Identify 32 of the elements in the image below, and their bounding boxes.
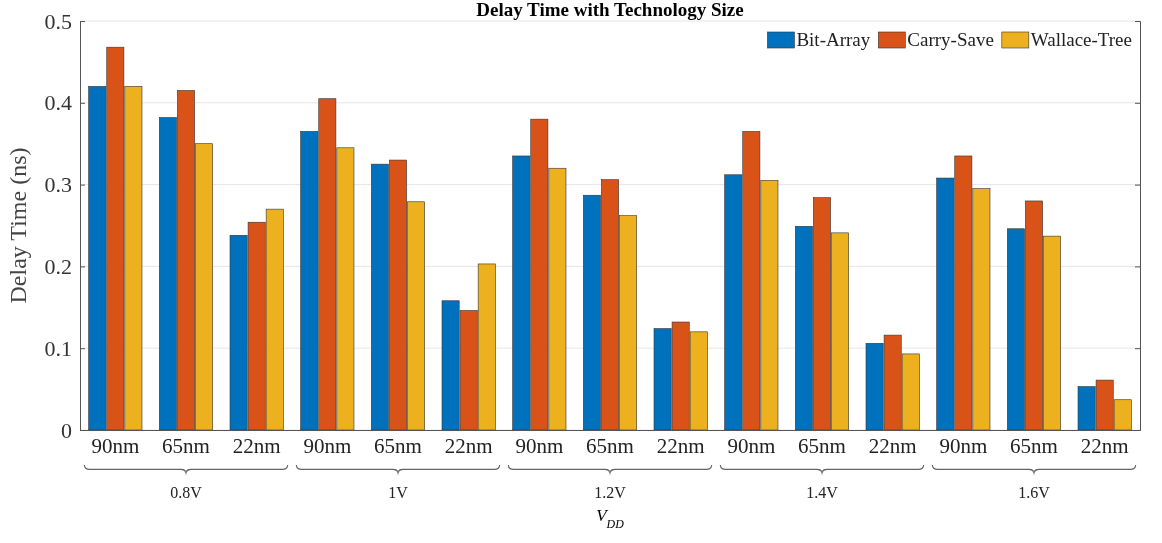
x-tick-label: 90nm — [91, 433, 140, 458]
x-tick-label: 22nm — [1080, 433, 1129, 458]
y-tick-label: 0 — [61, 417, 72, 443]
x-tick-label: 90nm — [515, 433, 564, 458]
text: 1.6V — [1018, 484, 1051, 501]
y-tick-label: 0.4 — [44, 90, 72, 116]
x-tick-label: 65nm — [798, 433, 846, 458]
x-tick-label: 90nm — [303, 433, 352, 458]
y-tick-label: 0.5 — [44, 8, 72, 34]
y-tick-label: 0.1 — [44, 335, 72, 361]
x-tick-label: 22nm — [444, 433, 493, 458]
chart-title: Delay Time with Technology Size — [476, 0, 744, 20]
y-tick-label: 0.3 — [44, 172, 72, 198]
x-tick-label: 90nm — [727, 433, 776, 458]
text: 1V — [388, 484, 409, 501]
legend-label: Wallace-Tree — [1030, 29, 1132, 50]
x-axis-title: V$_{DD}$ — [596, 506, 625, 531]
x-tick-label: 65nm — [1010, 433, 1058, 458]
x-tick-label: 22nm — [232, 433, 281, 458]
text: 0.8V — [170, 484, 203, 501]
y-axis-title: Delay Time (ns) — [5, 147, 31, 304]
x-tick-label: 22nm — [868, 433, 917, 458]
legend-label: Bit-Array — [796, 29, 871, 50]
x-tick-label: 90nm — [939, 433, 988, 458]
y-tick-label: 0.2 — [44, 253, 72, 279]
legend-label: Carry-Save — [907, 29, 994, 50]
x-tick-label: 65nm — [162, 433, 210, 458]
text: 1.2V — [594, 484, 627, 501]
x-tick-label: 22nm — [656, 433, 705, 458]
text: 1.4V — [806, 484, 839, 501]
x-tick-label: 65nm — [586, 433, 634, 458]
x-tick-label: 65nm — [374, 433, 422, 458]
